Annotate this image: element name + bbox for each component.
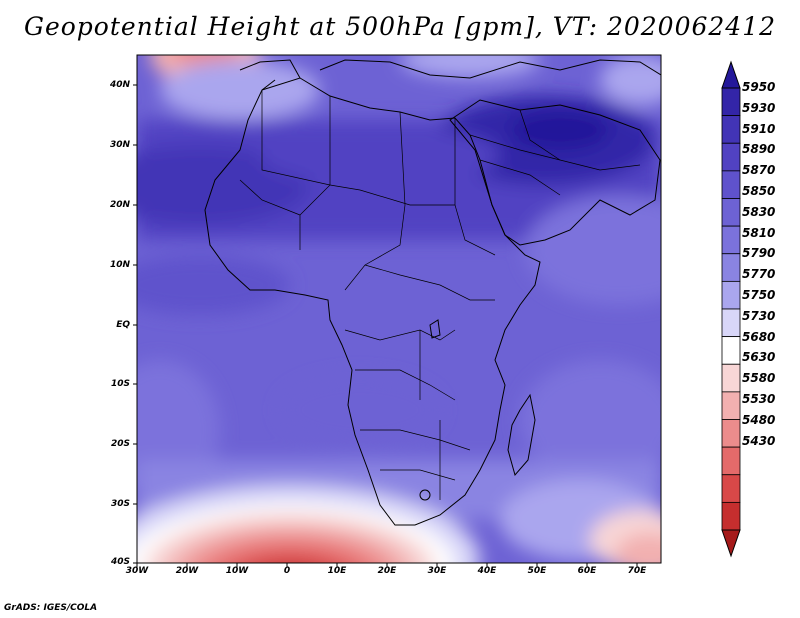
colorbar-level-label: 5480 [742, 412, 776, 427]
colorbar-level-label: 5430 [742, 433, 776, 448]
lon-tick-label: 40E [477, 566, 497, 576]
colorbar-cell [721, 474, 741, 503]
lat-tick-label: 30N [109, 140, 130, 150]
lon-tick-label: 30E [427, 566, 447, 576]
footer-credit: GrADS: IGES/COLA [4, 603, 98, 613]
colorbar-level-label: 5830 [742, 204, 776, 219]
colorbar-cell [721, 115, 741, 144]
colorbar-cell [721, 170, 741, 199]
lon-tick-label: 10W [225, 566, 249, 576]
colorbar-cell [721, 446, 741, 476]
lat-tick-label: 40S [110, 557, 130, 567]
colorbar-level-label: 5910 [742, 121, 776, 136]
lat-tick-label: 20N [109, 200, 130, 210]
lon-tick-label: 20W [175, 566, 199, 576]
lat-tick-label: 40N [109, 80, 130, 90]
colorbar-cell [721, 142, 741, 172]
colorbar-level-label: 5750 [742, 288, 776, 302]
colorbar-cell [721, 308, 741, 338]
colorbar-bottom-arrow [721, 529, 741, 558]
colorbar-cell [721, 87, 741, 117]
colorbar-level-label: 5730 [742, 308, 776, 323]
lon-tick-label: 50E [527, 566, 547, 576]
lat-tick-label: 30S [110, 499, 130, 509]
colorbar-level-label: 5530 [742, 392, 776, 406]
lon-tick-label: 10E [327, 566, 347, 576]
lon-tick-label: 30W [125, 566, 149, 576]
colorbar-level-label: 5810 [742, 225, 776, 240]
colorbar-top-arrow [721, 60, 741, 89]
colorbar-level-label: 5850 [742, 184, 776, 198]
colorbar-cell [721, 501, 741, 531]
colorbar-cell [721, 419, 741, 448]
colorbar-cell [721, 336, 741, 365]
colorbar-level-label: 5930 [742, 100, 776, 115]
colorbar-cell [721, 198, 741, 227]
map-title: Geopotential Height at 500hPa [gpm], VT:… [23, 12, 777, 41]
lat-tick-label: 10N [109, 260, 130, 270]
colorbar-cell [721, 225, 741, 255]
country-borders [239, 90, 641, 500]
colorbar-cell [721, 280, 741, 310]
colorbar-level-label: 5580 [742, 371, 776, 386]
colorbar-level-label: 5890 [742, 142, 776, 157]
colorbar-level-label: 5950 [742, 80, 776, 94]
colorbar-level-label: 5790 [742, 246, 776, 261]
colorbar-cell [721, 253, 741, 282]
height-field [137, 55, 661, 563]
lat-tick-label: EQ [116, 320, 130, 330]
colorbar [721, 60, 741, 558]
colorbar-level-label: 5770 [742, 267, 776, 282]
colorbar-level-label: 5630 [742, 350, 776, 365]
lon-tick-label: 70E [627, 566, 647, 576]
lat-tick-label: 10S [110, 379, 130, 389]
lon-tick-label: 60E [577, 566, 597, 576]
colorbar-level-label: 5680 [742, 329, 776, 344]
colorbar-level-label: 5870 [742, 163, 776, 178]
lat-tick-label: 20S [110, 439, 130, 449]
lon-tick-label: 20E [377, 566, 397, 576]
lon-tick-label: 0 [283, 566, 291, 576]
colorbar-cell [721, 363, 741, 393]
colorbar-cell [721, 391, 741, 420]
